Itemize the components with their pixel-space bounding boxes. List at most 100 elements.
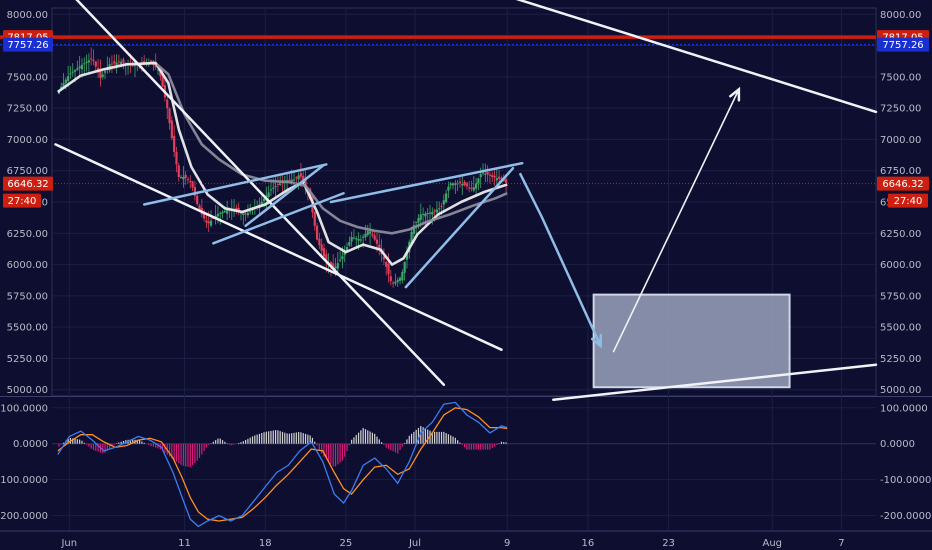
price-tick-right: 5750.00 bbox=[880, 291, 921, 302]
candle-body bbox=[440, 206, 443, 208]
candle-body bbox=[322, 248, 326, 257]
price-tick-left: 5000.00 bbox=[7, 385, 48, 396]
channel-line-blue-4[interactable] bbox=[329, 161, 524, 204]
candle-body bbox=[103, 71, 107, 73]
price-tag-left-3[interactable]: 6646.32 bbox=[3, 176, 53, 191]
candle-body bbox=[401, 272, 404, 281]
candle-body bbox=[207, 221, 210, 224]
time-tick: 7 bbox=[838, 538, 844, 549]
candle-body bbox=[290, 179, 293, 183]
candle-body bbox=[463, 181, 466, 186]
price-tag-right-2[interactable]: 7757.26 bbox=[877, 37, 929, 52]
candle-body bbox=[117, 61, 120, 63]
candle-body bbox=[352, 237, 356, 239]
candle-body bbox=[212, 218, 215, 220]
candle-body bbox=[94, 61, 97, 67]
candle-body bbox=[175, 152, 178, 165]
channel-line-blue-5[interactable] bbox=[404, 166, 515, 289]
channel-line-blue-2[interactable] bbox=[212, 191, 345, 245]
candle-body bbox=[336, 263, 339, 269]
axes-layer[interactable]: 8000.008000.007750.007750.007500.007500.… bbox=[0, 10, 931, 549]
oscillator-tick-right: -200.0000 bbox=[880, 511, 931, 522]
candle-body bbox=[292, 179, 296, 181]
price-tag-left-2[interactable]: 7757.26 bbox=[3, 37, 53, 52]
candle-body bbox=[364, 233, 367, 238]
price-tick-right: 5250.00 bbox=[880, 354, 921, 365]
candle-body bbox=[498, 176, 501, 179]
target-zone-layer bbox=[592, 293, 791, 389]
price-tick-left: 7250.00 bbox=[7, 104, 48, 115]
time-tick: 11 bbox=[178, 538, 191, 549]
candle-body bbox=[184, 174, 187, 179]
candle-body bbox=[198, 205, 201, 211]
candle-body bbox=[394, 281, 397, 284]
time-tick: Jun bbox=[60, 538, 77, 549]
candle-body bbox=[475, 182, 478, 189]
channel-line-blue-3[interactable] bbox=[244, 164, 325, 228]
candle-body bbox=[318, 238, 321, 246]
candle-body bbox=[101, 74, 104, 77]
candle-body bbox=[99, 69, 102, 79]
time-tick: 25 bbox=[340, 538, 353, 549]
candle-body bbox=[454, 183, 457, 186]
candle-body bbox=[493, 175, 496, 178]
price-levels-layer bbox=[0, 35, 876, 185]
upside-arrowhead bbox=[729, 86, 741, 102]
candle-body bbox=[168, 108, 171, 124]
trendline-white-2[interactable] bbox=[54, 143, 503, 351]
trendline-white-1[interactable] bbox=[74, 0, 446, 386]
candle-body bbox=[216, 213, 220, 217]
price-tag-right-3[interactable]: 6646.32 bbox=[877, 176, 929, 191]
candle-body bbox=[484, 173, 487, 175]
candle-body bbox=[249, 211, 252, 213]
candle-body bbox=[83, 63, 86, 65]
candle-body bbox=[424, 213, 427, 217]
countdown-tag-right[interactable]: 27:40 bbox=[888, 193, 928, 208]
candle-body bbox=[219, 212, 222, 214]
projection-path[interactable] bbox=[518, 172, 602, 347]
candle-body bbox=[419, 214, 422, 220]
channel-line-blue-1[interactable] bbox=[142, 163, 328, 206]
target-zone[interactable] bbox=[592, 293, 791, 389]
candle-body bbox=[368, 231, 372, 234]
candle-body bbox=[203, 211, 206, 219]
candle-body bbox=[267, 192, 270, 197]
signal-line bbox=[57, 407, 508, 522]
candle-body bbox=[378, 244, 381, 249]
candle-body bbox=[387, 264, 390, 274]
countdown-tag-left[interactable]: 27:40 bbox=[3, 193, 41, 208]
candle-body bbox=[343, 252, 346, 255]
candle-body bbox=[398, 278, 402, 281]
candle-body bbox=[156, 69, 160, 71]
candle-body bbox=[90, 58, 93, 60]
candle-body bbox=[362, 236, 365, 238]
candle-body bbox=[64, 79, 67, 84]
candle-body bbox=[481, 172, 485, 174]
candle-body bbox=[244, 213, 247, 215]
candle-body bbox=[468, 187, 471, 189]
candle-body bbox=[500, 178, 503, 180]
candle-body bbox=[78, 66, 81, 69]
upside-arrow[interactable] bbox=[612, 89, 740, 353]
candle-body bbox=[69, 73, 72, 75]
candle-body bbox=[76, 68, 79, 70]
candle-body bbox=[297, 175, 300, 180]
trendline-white-4[interactable] bbox=[510, 0, 878, 114]
candle-body bbox=[458, 181, 462, 184]
trendline-white-3[interactable] bbox=[552, 363, 878, 402]
oscillator-tick-right: -100.0000 bbox=[880, 475, 931, 486]
candle-body bbox=[495, 178, 498, 181]
candle-body bbox=[375, 239, 379, 244]
candle-body bbox=[170, 120, 173, 139]
drawings-layer[interactable] bbox=[54, 0, 878, 402]
candle-body bbox=[73, 69, 77, 72]
price-tick-right: 5000.00 bbox=[880, 385, 921, 396]
candle-body bbox=[131, 65, 134, 67]
candle-body bbox=[262, 198, 266, 202]
candle-body bbox=[60, 86, 63, 89]
price-tick-left: 5250.00 bbox=[7, 354, 48, 365]
candle-body bbox=[133, 65, 137, 67]
candle-body bbox=[392, 282, 395, 284]
